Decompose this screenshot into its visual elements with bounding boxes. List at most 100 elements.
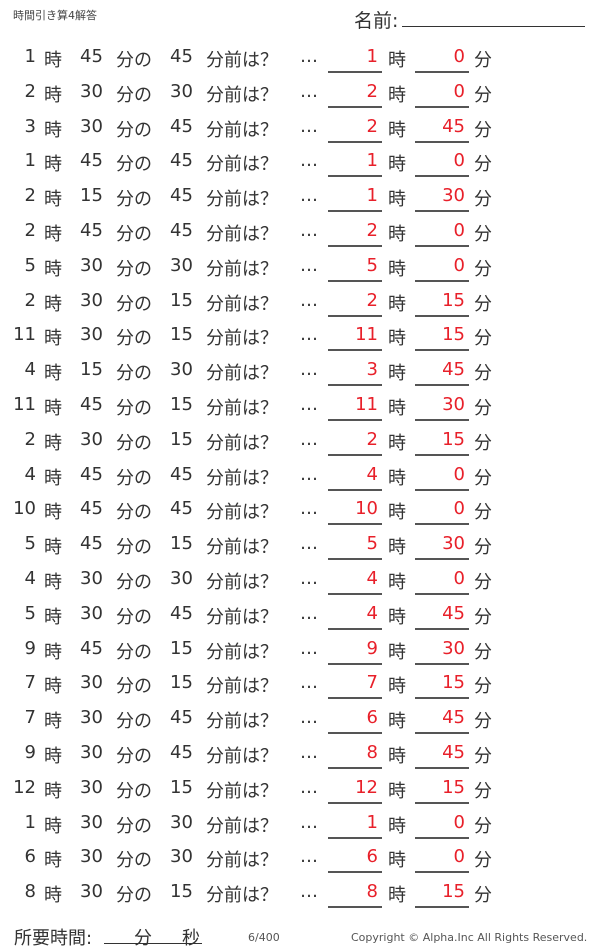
hour-label: 時 xyxy=(388,258,406,280)
answer-hour-field[interactable] xyxy=(328,419,382,421)
minutes-subtracted: 45 xyxy=(170,602,193,624)
answer-hour: 2 xyxy=(366,220,378,241)
answer-hour-field[interactable] xyxy=(328,697,382,700)
answer-hour-field[interactable] xyxy=(328,71,382,73)
hour-label: 時 xyxy=(388,293,406,315)
answer-hour-field[interactable] xyxy=(328,732,382,735)
start-hour: 11 xyxy=(13,394,36,415)
hour-label: 時 xyxy=(388,154,406,176)
answer-minute-field[interactable] xyxy=(415,906,469,909)
problem-row: 4 時 45 分の 45 分前は？… 4 時 0 分 xyxy=(0,458,600,492)
answer-minute-field[interactable] xyxy=(415,593,469,595)
question-label: 分前は？ xyxy=(206,154,278,176)
answer-hour-field[interactable] xyxy=(328,279,382,282)
answer-hour-field[interactable] xyxy=(328,453,382,456)
answer-hour-field[interactable] xyxy=(328,906,382,909)
answer-minute-field[interactable] xyxy=(415,871,469,874)
answer-minute-field[interactable] xyxy=(415,349,469,352)
hour-label: 時 xyxy=(388,885,406,907)
answer-hour-field[interactable] xyxy=(328,871,382,874)
answer-hour-field[interactable] xyxy=(328,593,382,595)
hour-label: 時 xyxy=(44,467,62,489)
problem-row: 4 時 30 分の 30 分前は？… 4 時 0 分 xyxy=(0,562,600,596)
answer-minute-field[interactable] xyxy=(415,384,469,387)
answer-hour-field[interactable] xyxy=(328,105,382,108)
answer-minute-field[interactable] xyxy=(415,210,469,213)
answer-minute-field[interactable] xyxy=(415,105,469,108)
answer-hour: 5 xyxy=(366,533,378,555)
answer-hour-field[interactable] xyxy=(328,662,382,665)
answer-hour-field[interactable] xyxy=(328,801,382,804)
ellipsis: … xyxy=(300,115,318,137)
answer-minute: 15 xyxy=(442,428,465,450)
answer-minute-field[interactable] xyxy=(415,419,469,421)
answer-minute-field[interactable] xyxy=(415,558,469,561)
minute-label: 分 xyxy=(474,328,492,350)
minutes-subtracted: 15 xyxy=(170,637,193,659)
start-hour: 2 xyxy=(24,289,36,311)
time-required-label: 所要時間: xyxy=(14,928,93,949)
answer-hour-field[interactable] xyxy=(328,175,382,178)
hour-label: 時 xyxy=(44,328,62,350)
minute-of-label: 分の xyxy=(116,154,152,176)
question-label: 分前は？ xyxy=(206,502,278,524)
answer-hour-field[interactable] xyxy=(328,627,382,630)
answer-minute-field[interactable] xyxy=(415,662,469,665)
ellipsis: … xyxy=(300,742,318,763)
start-minute: 30 xyxy=(80,80,103,102)
answer-minute-field[interactable] xyxy=(415,71,469,73)
answer-hour-field[interactable] xyxy=(328,349,382,352)
minute-of-label: 分の xyxy=(116,189,152,211)
answer-minute-field[interactable] xyxy=(415,140,469,143)
start-minute: 15 xyxy=(80,185,103,207)
answer-minute-field[interactable] xyxy=(415,523,469,526)
answer-hour: 4 xyxy=(366,568,378,589)
answer-minute-field[interactable] xyxy=(415,175,469,178)
start-minute: 45 xyxy=(80,498,103,520)
start-hour: 5 xyxy=(24,533,36,555)
start-hour: 2 xyxy=(24,220,36,241)
answer-hour-field[interactable] xyxy=(328,210,382,213)
hour-label: 時 xyxy=(44,119,62,141)
answer-hour-field[interactable] xyxy=(328,314,382,317)
answer-minute-field[interactable] xyxy=(415,488,469,491)
answer-hour-field[interactable] xyxy=(328,767,382,769)
answer-hour-field[interactable] xyxy=(328,140,382,143)
start-minute: 30 xyxy=(80,881,103,903)
question-label: 分前は？ xyxy=(206,572,278,593)
answer-hour-field[interactable] xyxy=(328,523,382,526)
answer-hour-field[interactable] xyxy=(328,384,382,387)
answer-hour-field[interactable] xyxy=(328,488,382,491)
minute-label: 分 xyxy=(474,293,492,315)
answer-minute: 30 xyxy=(442,533,465,555)
hour-label: 時 xyxy=(44,398,62,419)
answer-minute-field[interactable] xyxy=(415,279,469,282)
answer-minute-field[interactable] xyxy=(415,801,469,804)
answer-minute-field[interactable] xyxy=(415,697,469,700)
answer-hour-field[interactable] xyxy=(328,245,382,247)
answer-minute-field[interactable] xyxy=(415,453,469,456)
minute-of-label: 分の xyxy=(116,850,152,872)
answer-hour-field[interactable] xyxy=(328,558,382,561)
answer-minute: 15 xyxy=(442,289,465,311)
answer-hour-field[interactable] xyxy=(328,836,382,839)
hour-label: 時 xyxy=(44,363,62,385)
start-hour: 9 xyxy=(24,637,36,659)
start-hour: 4 xyxy=(24,568,36,589)
minute-of-label: 分の xyxy=(116,641,152,663)
question-label: 分前は？ xyxy=(206,84,278,106)
answer-hour: 2 xyxy=(366,289,378,311)
answer-minute-field[interactable] xyxy=(415,627,469,630)
time-required-field[interactable] xyxy=(104,943,202,944)
hour-label: 時 xyxy=(388,641,406,663)
answer-hour: 3 xyxy=(366,359,378,381)
answer-minute-field[interactable] xyxy=(415,836,469,839)
answer-minute-field[interactable] xyxy=(415,767,469,769)
minutes-subtracted: 15 xyxy=(170,533,193,555)
answer-minute-field[interactable] xyxy=(415,732,469,735)
answer-minute-field[interactable] xyxy=(415,314,469,317)
name-field[interactable] xyxy=(402,26,585,27)
answer-minute-field[interactable] xyxy=(415,245,469,247)
start-minute: 45 xyxy=(80,46,103,67)
